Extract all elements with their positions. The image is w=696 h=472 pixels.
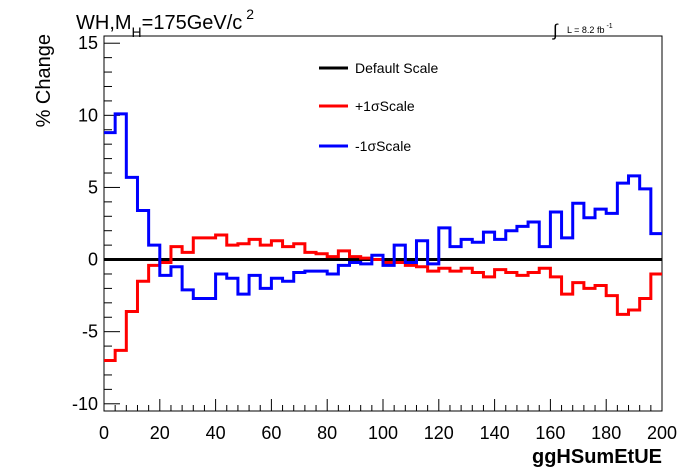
svg-text:WH,MH=175GeV/c2: WH,MH=175GeV/c 2 — [76, 6, 254, 40]
x-tick-label: 140 — [480, 423, 510, 443]
title-superscript: 2 — [246, 6, 254, 22]
x-tick-label: 20 — [150, 423, 170, 443]
x-tick-label: 60 — [261, 423, 281, 443]
x-axis-label: ggHSumEtUE — [532, 446, 662, 468]
title-subscript: H — [132, 24, 142, 40]
title-main: =175GeV/c — [142, 12, 243, 34]
y-axis-label: % Change — [33, 34, 55, 127]
luminosity-label: ∫ L = 8.2 fb -1 — [552, 21, 613, 40]
chart-title: WH,MH=175GeV/c 2 — [76, 6, 254, 40]
x-tick-label: 200 — [647, 423, 677, 443]
legend-label-2: -1σScale — [355, 138, 411, 154]
x-tick-label: 120 — [424, 423, 454, 443]
y-tick-label: -5 — [82, 322, 98, 342]
x-tick-label: 0 — [99, 423, 109, 443]
integral-sign: ∫ — [552, 21, 559, 40]
lumi-text: L = 8.2 fb — [567, 25, 604, 35]
series-line-2 — [104, 112, 662, 300]
x-tick-label: 100 — [368, 423, 398, 443]
y-tick-label: 0 — [88, 250, 98, 270]
x-tick-label: 80 — [317, 423, 337, 443]
plot-frame — [103, 35, 663, 412]
x-tick-label: 40 — [206, 423, 226, 443]
y-tick-label: 10 — [78, 105, 98, 125]
lumi-superscript: -1 — [606, 23, 612, 30]
y-tick-label: -10 — [72, 394, 98, 414]
x-tick-label: 180 — [591, 423, 621, 443]
y-tick-label: 5 — [88, 177, 98, 197]
y-tick-label: 15 — [78, 33, 98, 53]
legend-label-0: Default Scale — [355, 60, 438, 76]
legend-label-1: +1σScale — [355, 98, 415, 114]
title-prefix: WH,M — [76, 12, 132, 34]
svg-text:L = 8.2 fb-1: L = 8.2 fb -1 — [567, 23, 613, 35]
x-tick-label: 160 — [535, 423, 565, 443]
